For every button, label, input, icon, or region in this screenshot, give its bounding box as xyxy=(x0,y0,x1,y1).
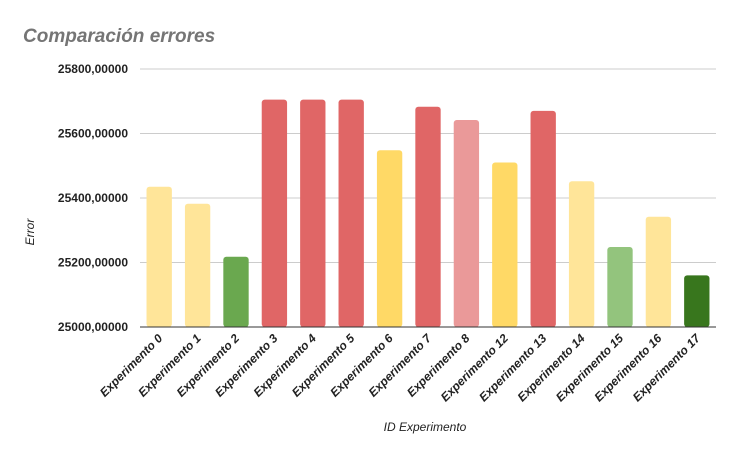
bar xyxy=(607,247,633,327)
bar xyxy=(338,99,364,327)
bar xyxy=(261,99,288,327)
bar xyxy=(146,186,172,327)
bar xyxy=(184,203,211,327)
bar xyxy=(415,106,441,327)
y-tick-label: 25600,00000 xyxy=(58,127,128,141)
x-axis-label: ID Experimento xyxy=(384,420,467,434)
y-tick-label: 25800,00000 xyxy=(58,62,128,76)
bar xyxy=(300,99,326,327)
bar xyxy=(684,275,710,327)
chart-title: Comparación errores xyxy=(23,26,215,47)
y-tick-label: 25400,00000 xyxy=(58,191,128,205)
x-tick-label: Experimento 14 xyxy=(515,331,588,404)
x-tick-label: Experimento 13 xyxy=(476,331,549,404)
y-axis-label: Error xyxy=(23,218,37,246)
x-tick-label: Experimento 17 xyxy=(630,330,704,404)
bar xyxy=(492,162,518,327)
y-tick-label: 25000,00000 xyxy=(58,320,128,334)
bar xyxy=(645,216,672,327)
bars xyxy=(146,99,710,327)
x-tick-label: Experimento 15 xyxy=(553,331,626,404)
bar xyxy=(568,181,595,327)
y-tick-label: 25200,00000 xyxy=(58,256,128,270)
x-tick-label: Experimento 16 xyxy=(591,331,664,404)
x-tick-label: Experimento 12 xyxy=(438,331,511,404)
bar xyxy=(530,110,556,327)
y-axis-ticks: 25000,00000 25200,00000 25400,00000 25600,0… xyxy=(58,62,128,334)
bar xyxy=(453,119,480,327)
bar xyxy=(376,150,403,327)
bar xyxy=(223,256,249,327)
